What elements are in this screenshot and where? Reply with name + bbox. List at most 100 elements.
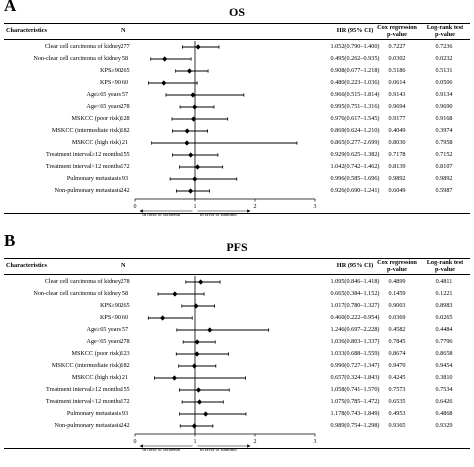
row-cox-p: 0.1459 bbox=[388, 290, 406, 297]
row-label: MSKCC (poor risk) bbox=[71, 350, 121, 357]
row-logrank-p: 0.3810 bbox=[435, 374, 453, 381]
row-hr-ci: 1.095(0.846–1.418) bbox=[330, 278, 380, 285]
hr-point bbox=[195, 387, 202, 393]
table-row: Treatment interval≥12 months 155 1.058(0.7… bbox=[0, 384, 474, 396]
table-bottom-rule bbox=[4, 213, 470, 214]
row-label: Age<65 years bbox=[86, 103, 121, 110]
row-label: Age≥65 years bbox=[86, 326, 122, 333]
header-n: N bbox=[121, 262, 126, 269]
row-label: Pulmonary metastasis bbox=[66, 410, 121, 417]
row-cox-p: 0.8674 bbox=[388, 350, 406, 357]
row-cox-p: 0.4582 bbox=[388, 326, 406, 333]
row-logrank-p: 0.9690 bbox=[435, 103, 453, 110]
row-n: 57 bbox=[121, 91, 129, 98]
favor-sorafenib-label: In favor of sorafenib bbox=[142, 447, 181, 452]
table-row: KPS<90 60 0.480(0.223–1.036) 0.0614 0.0506 bbox=[0, 77, 474, 89]
row-label: Non-pulmonary metastasis bbox=[54, 187, 121, 194]
row-label: MSKCC (poor risk) bbox=[71, 115, 121, 122]
row-logrank-p: 0.7958 bbox=[435, 139, 453, 146]
row-cox-p: 0.7845 bbox=[388, 338, 406, 345]
hr-point bbox=[192, 176, 198, 182]
table-row: Age<65 years 278 1.036(0.803–1.337) 0.7845 0… bbox=[0, 336, 474, 348]
hr-point bbox=[187, 188, 194, 194]
row-n: 155 bbox=[120, 151, 130, 158]
row-logrank-p: 0.9454 bbox=[435, 362, 453, 369]
row-hr-ci: 0.995(0.751–1.316) bbox=[330, 103, 380, 110]
header-characteristics: Characteristics bbox=[6, 27, 47, 34]
header-n: N bbox=[121, 27, 126, 34]
table-row: Non-pulmonary metastasis 242 0.926(0.690–1… bbox=[0, 185, 474, 197]
header-top-rule bbox=[4, 258, 470, 259]
row-cox-p: 0.9470 bbox=[388, 362, 406, 369]
header-characteristics: Characteristics bbox=[6, 262, 47, 269]
favor-right-arrowhead bbox=[247, 209, 251, 213]
hr-point bbox=[195, 44, 201, 50]
row-n: 278 bbox=[120, 103, 130, 110]
row-hr-ci: 1.052(0.790–1.400) bbox=[330, 43, 380, 50]
row-n: 57 bbox=[121, 326, 129, 333]
header-top-rule bbox=[4, 23, 470, 24]
hr-point bbox=[190, 116, 197, 122]
hr-point bbox=[171, 375, 178, 381]
table-row: Clear cell carcinoma of kidney 278 1.095(0… bbox=[0, 276, 474, 288]
table-row: KPS≥90 265 1.017(0.780–1.327) 0.9003 0.8983 bbox=[0, 300, 474, 312]
row-logrank-p: 0.5987 bbox=[435, 187, 453, 194]
hr-point bbox=[184, 140, 190, 146]
row-hr-ci: 1.075(0.785–1.472) bbox=[330, 398, 380, 405]
hr-point bbox=[203, 411, 209, 417]
header-logrank-pvalue: Log-rank test p-value bbox=[426, 259, 464, 273]
panel-letter: B bbox=[4, 231, 16, 250]
row-label: MSKCC (intermediate risk) bbox=[51, 127, 121, 134]
row-hr-ci: 1.042(0.742–1.462) bbox=[330, 163, 380, 170]
table-row: MSKCC (poor risk) 128 0.976(0.617–1.545) 0.… bbox=[0, 113, 474, 125]
row-cox-p: 0.7178 bbox=[388, 151, 406, 158]
row-hr-ci: 0.966(0.515–1.814) bbox=[330, 91, 380, 98]
x-tick-label: 1 bbox=[194, 439, 197, 445]
row-label: MSKCC (high risk) bbox=[71, 139, 121, 146]
row-logrank-p: 0.0232 bbox=[435, 55, 453, 62]
row-hr-ci: 0.657(0.324–1.843) bbox=[330, 374, 380, 381]
hr-point bbox=[196, 399, 203, 405]
row-n: 93 bbox=[121, 410, 129, 417]
row-hr-ci: 0.865(0.277–2.699) bbox=[330, 139, 380, 146]
row-hr-ci: 0.989(0.754–1.298) bbox=[330, 422, 380, 429]
row-cox-p: 0.5186 bbox=[388, 67, 406, 74]
row-n: 123 bbox=[120, 350, 130, 357]
x-tick-label: 3 bbox=[314, 204, 317, 210]
panel-title: PFS bbox=[226, 240, 248, 254]
hr-point bbox=[184, 128, 190, 134]
x-tick-label: 0 bbox=[134, 204, 137, 210]
row-n: 182 bbox=[120, 362, 130, 369]
row-logrank-p: 0.5131 bbox=[435, 67, 453, 74]
hr-point bbox=[194, 339, 200, 345]
table-row: MSKCC (intermediate risk) 182 0.869(0.624–… bbox=[0, 125, 474, 137]
table-row: KPS<90 60 0.460(0.222–0.954) 0.0369 0.0265 bbox=[0, 312, 474, 324]
row-label: MSKCC (high risk) bbox=[71, 374, 121, 381]
row-cox-p: 0.9143 bbox=[388, 91, 406, 98]
row-n: 182 bbox=[120, 127, 130, 134]
row-label: Treatment interval≥12 months bbox=[45, 386, 121, 393]
hr-point bbox=[161, 80, 167, 86]
forest-panel-a: A OS Characteristics N HR (95% CI) Cox regres… bbox=[0, 0, 474, 232]
row-logrank-p: 0.6426 bbox=[435, 398, 453, 405]
row-n: 172 bbox=[120, 163, 130, 170]
row-hr-ci: 0.996(0.585–1.696) bbox=[330, 175, 380, 182]
table-row: Age≥65 years 57 1.246(0.697–2.228) 0.4582 0.… bbox=[0, 324, 474, 336]
row-cox-p: 0.6049 bbox=[388, 187, 406, 194]
row-label: Clear cell carcinoma of kidney bbox=[44, 278, 121, 285]
header-hr: HR (95% CI) bbox=[336, 262, 374, 269]
header-hr: HR (95% CI) bbox=[336, 27, 374, 34]
row-n: 278 bbox=[120, 338, 130, 345]
row-n: 21 bbox=[121, 374, 129, 381]
panel-title: OS bbox=[228, 5, 245, 19]
row-label: Treatment interval≥12 months bbox=[45, 151, 121, 158]
row-logrank-p: 0.8658 bbox=[435, 350, 453, 357]
table-row: MSKCC (poor risk) 123 1.033(0.688–1.559) 0.… bbox=[0, 348, 474, 360]
row-logrank-p: 0.9134 bbox=[435, 91, 453, 98]
row-label: Non-pulmonary metastasis bbox=[54, 422, 121, 429]
row-label: Treatment interval<12 months bbox=[45, 163, 121, 170]
row-hr-ci: 1.058(0.741–1.570) bbox=[330, 386, 380, 393]
row-label: KPS≥90 bbox=[100, 302, 121, 309]
x-tick-label: 2 bbox=[254, 204, 257, 210]
header-cox-pvalue: Cox regression p-value bbox=[377, 259, 417, 273]
